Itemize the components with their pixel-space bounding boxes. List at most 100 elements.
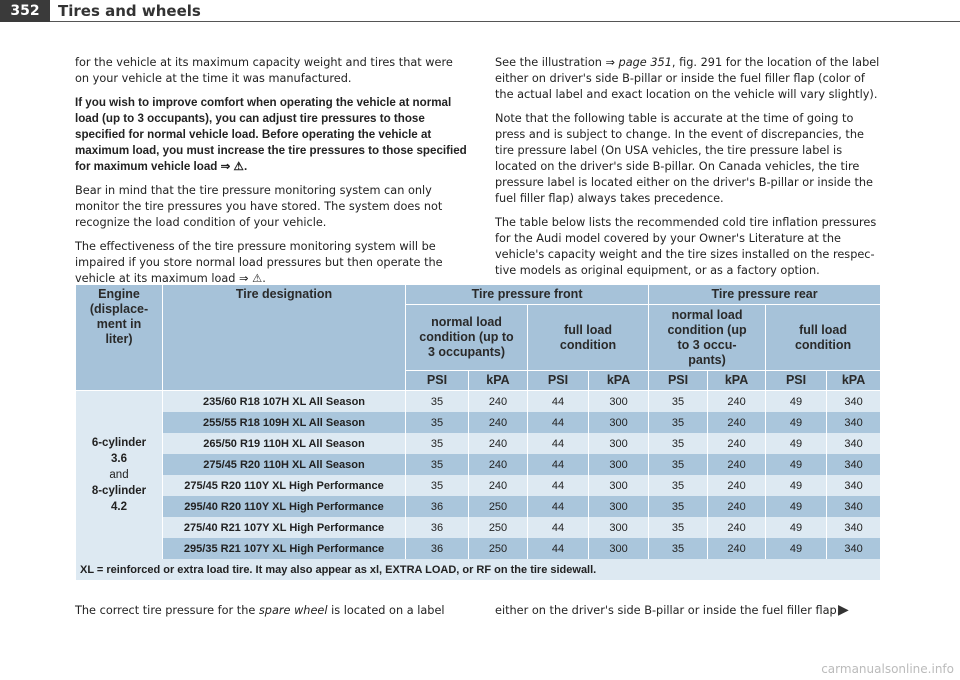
page-ref[interactable]: page 351 <box>618 56 672 69</box>
header-rear-full: full load condition <box>765 304 882 371</box>
pressure-value: 35 <box>648 475 709 496</box>
pressure-value: 44 <box>527 538 589 559</box>
table-note: XL = reinforced or extra load tire. It m… <box>74 559 882 580</box>
header-engine: Engine (displace-ment in liter) <box>75 284 163 391</box>
pressure-value: 44 <box>527 454 589 475</box>
pressure-value: 240 <box>468 454 528 475</box>
unit: kPA <box>826 370 882 391</box>
pressure-value: 240 <box>468 412 528 433</box>
pressure-value: 35 <box>648 433 709 454</box>
unit: PSI <box>527 370 589 391</box>
paragraph: If you wish to improve comfort when oper… <box>75 96 467 173</box>
table-row: 295/40 R20 110Y XL High Performance 36 250… <box>76 496 882 517</box>
pressure-value: 240 <box>707 496 767 517</box>
pressure-value: 49 <box>765 390 828 412</box>
pressure-value: 35 <box>648 390 709 412</box>
pressure-table: Engine (displace-ment in liter) Tire desig… <box>74 284 882 580</box>
header-rear-normal: normal load condition (up to 3 occu-pants) <box>648 304 767 371</box>
header-line: liter) <box>105 332 133 346</box>
header-line: Engine <box>98 287 140 301</box>
engine-line: 3.6 <box>111 453 127 465</box>
tire-designation: 295/40 R20 110Y XL High Performance <box>162 496 406 517</box>
pressure-value: 44 <box>527 475 589 496</box>
pressure-value: 240 <box>707 517 767 538</box>
pressure-value: 36 <box>405 538 469 559</box>
pressure-value: 240 <box>707 475 767 496</box>
header-line: ment in <box>96 317 142 331</box>
pressure-value: 240 <box>468 475 528 496</box>
watermark: carmanualsonline.info <box>821 662 954 676</box>
header-line: condition (up <box>667 322 747 337</box>
pressure-value: 340 <box>826 538 882 559</box>
engine-line: 4.2 <box>111 501 127 513</box>
header-front-normal: normal load condition (up to 3 occupants) <box>405 304 528 371</box>
note-row: XL = reinforced or extra load tire. It m… <box>74 559 882 580</box>
header-line: full load <box>564 322 612 337</box>
bottom-right: either on the driver's side B-pillar or … <box>495 604 841 617</box>
pressure-value: 340 <box>826 517 882 538</box>
pressure-value: 35 <box>405 475 469 496</box>
text: The correct tire pressure for the <box>75 604 259 617</box>
pressure-value: 35 <box>405 412 469 433</box>
engine-line: 6-cylinder <box>91 437 147 449</box>
pressure-value: 300 <box>587 412 650 433</box>
pressure-value: 44 <box>527 433 589 454</box>
tire-designation: 255/55 R18 109H XL All Season <box>162 412 406 433</box>
header-line: full load <box>799 322 848 337</box>
pressure-value: 44 <box>527 390 589 412</box>
unit: kPA <box>707 370 767 391</box>
pressure-value: 240 <box>468 433 528 454</box>
table-row: 255/55 R18 109H XL All Season 35 240 44 300 3… <box>76 412 882 433</box>
pressure-value: 340 <box>826 475 882 496</box>
tire-designation: 275/45 R20 110H XL All Season <box>162 454 406 475</box>
table-row: 265/50 R19 110H XL All Season 35 240 44 300 3… <box>76 433 882 454</box>
tire-designation: 275/45 R20 110Y XL High Performance <box>162 475 406 496</box>
pressure-value: 340 <box>826 390 882 412</box>
page-number: 352 <box>0 0 50 22</box>
paragraph: Bear in mind that the tire pressure moni… <box>75 184 443 229</box>
pressure-value: 300 <box>587 454 650 475</box>
pressure-value: 44 <box>527 496 589 517</box>
right-column: See the illustration ⇒ page 351, fig. 29… <box>495 55 883 287</box>
pressure-value: 49 <box>765 475 828 496</box>
pressure-value: 35 <box>648 496 709 517</box>
pressure-value: 300 <box>587 433 650 454</box>
tire-designation: 275/40 R21 107Y XL High Performance <box>162 517 406 538</box>
pressure-value: 340 <box>826 496 882 517</box>
table-row: 275/40 R21 107Y XL High Performance 36 250… <box>76 517 882 538</box>
pressure-value: 240 <box>707 433 767 454</box>
text: is located on a label <box>327 604 445 617</box>
engine-line: 8-cylinder <box>91 485 147 497</box>
header-front: Tire pressure front <box>404 284 650 305</box>
pressure-value: 35 <box>648 412 709 433</box>
paragraph: See the illustration ⇒ page 351, fig. 29… <box>495 55 883 103</box>
table-row: 275/45 R20 110Y XL High Performance 35 240… <box>76 475 882 496</box>
pressure-value: 49 <box>765 538 828 559</box>
pressure-value: 49 <box>765 412 828 433</box>
tire-designation: 295/35 R21 107Y XL High Performance <box>162 538 406 559</box>
pressure-value: 250 <box>468 538 528 559</box>
table-row: 275/45 R20 110H XL All Season 35 240 44 300 3… <box>76 454 882 475</box>
header-line: 3 occupants) <box>427 345 506 359</box>
header-line: to 3 occu- <box>677 337 737 352</box>
tire-designation: 235/60 R18 107H XL All Season <box>162 390 406 412</box>
header-line: condition <box>559 337 617 352</box>
paragraph: for the vehicle at its maximum capacity … <box>75 56 453 85</box>
header-front-full: full load condition <box>526 304 650 371</box>
pressure-value: 340 <box>826 454 882 475</box>
table-row: 295/35 R21 107Y XL High Performance 36 250… <box>76 538 882 559</box>
engine-line: and <box>109 469 129 481</box>
pressure-value: 240 <box>707 390 767 412</box>
pressure-value: 300 <box>587 538 650 559</box>
text: spare wheel <box>258 604 328 617</box>
header-rule <box>50 21 960 22</box>
header-line: pants) <box>688 352 726 367</box>
pressure-value: 35 <box>648 538 709 559</box>
pressure-value: 44 <box>527 517 589 538</box>
engine-cell: 6-cylinder 3.6 and 8-cylinder 4.2 <box>75 390 163 559</box>
paragraph: Note that the following table is accurat… <box>495 112 874 205</box>
next-page-arrow[interactable]: ▶ <box>838 602 849 618</box>
header-tire: Tire designation <box>162 284 406 391</box>
section-title: Tires and wheels <box>58 2 201 20</box>
